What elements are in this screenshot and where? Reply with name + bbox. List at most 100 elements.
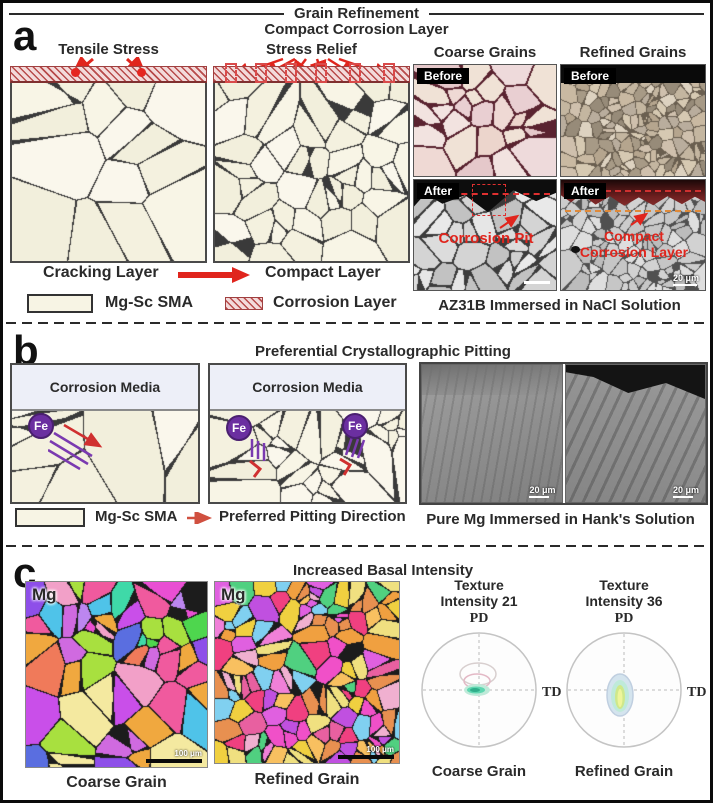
pole-figure-caption: Refined Grain [574,763,674,780]
stress-relief-box [255,63,267,83]
layer-bottom-dashed-line [565,210,701,212]
ebsd-canvas [26,582,207,767]
scale-bar-line [672,284,697,286]
scale-bar-text: 100 μm [366,745,394,754]
grain-canvas-coarse [12,80,205,261]
diagram-cracking-layer [10,66,207,263]
micrograph-after-coarse: Corrosion Pit After [413,179,557,291]
fe-label: Fe [347,419,362,433]
scale-bar [524,281,550,284]
ebsd-caption-coarse: Coarse Grain [66,774,167,791]
sem-shading [422,365,562,396]
micrograph-after-refined: Compact Corrosion Layer 20 μm After [560,179,706,291]
corrosion-media-label: Corrosion Media [252,379,363,395]
corrosion-layer-strip [10,66,207,83]
corrosion-layer-label: Corrosion Layer [273,294,397,311]
panel-a-label: a [13,12,37,59]
pole-figure-refined [566,632,682,748]
stress-relief-box [383,63,395,83]
scale-bar-line [529,496,550,498]
axis-pd-label: PD [469,611,489,626]
surface-dashed-line [565,190,701,192]
pitting-direction-arrow [187,512,212,524]
coarse-grain-drawing [12,80,205,261]
pole-figure-title: Texture [599,577,649,593]
pole-figure-title2: Intensity 36 [585,593,663,609]
pitting-direction-marks [249,439,266,478]
surface-dashed-line [420,193,550,195]
figure-title: Grain Refinement [293,5,420,22]
scale-bar: 20 μm [672,273,699,286]
corrosion-layer-swatch [225,297,263,310]
scale-bar: 20 μm [529,485,556,498]
corrosion-media-label: Corrosion Media [49,379,161,395]
stress-relief-box [315,63,327,83]
fe-label: Fe [231,421,246,435]
mg-sc-sma-label: Mg-Sc SMA [105,294,193,311]
tensile-stress-label: Tensile Stress [58,41,159,58]
dark-particle [571,246,580,253]
map-material-label: Mg [221,585,246,604]
scale-bar: 100 μm [146,749,202,763]
flow-arrow [178,267,250,283]
layer-annotation-arrow [630,212,649,226]
stress-relief-box [349,63,361,83]
cracking-layer-label: Cracking Layer [43,264,159,281]
sem-image-left: 20 μm [421,364,563,503]
scale-bar: 20 μm [672,485,699,498]
axis-td-label: TD [542,685,562,700]
refined-grains-header: Refined Grains [579,44,687,61]
stress-relief-box [225,63,237,83]
scale-bar-line [146,759,202,763]
scale-bar-line [338,755,394,759]
pitting-direction-marks [48,423,103,471]
corrosion-layer-strip [213,66,410,83]
diagram-pitting-coarse: Corrosion Media Fe [10,363,200,504]
scale-bar: 100 μm [338,745,394,759]
fe-particle: Fe [226,415,252,441]
micrograph-before-coarse: Before [413,64,557,177]
pit-outline-dashed [472,184,506,216]
ebsd-canvas [215,582,399,763]
separator-b-c [6,545,707,547]
pole-figure-title2: Intensity 21 [440,593,518,609]
panel-a-caption: AZ31B Immersed in NaCl Solution [438,297,681,314]
scale-bar-line [672,496,693,498]
separator-a-b [6,322,707,324]
axis-td-label: TD [687,685,707,700]
panel-a-subtitle: Compact Corrosion Layer [264,21,449,38]
sem-image-pair: 20 μm 20 μm [419,362,708,505]
panel-b-caption: Pure Mg Immersed in Hank's Solution [426,511,695,528]
panel-b-title: Preferential Crystallographic Pitting [255,343,511,360]
mg-sc-sma-label: Mg-Sc SMA [95,508,178,525]
diagram-compact-layer [213,63,410,263]
after-tag: After [564,183,607,199]
header-rule-right [429,12,704,15]
scale-bar-text: 100 μm [174,749,202,758]
before-tag: Before [417,68,470,84]
ebsd-map-coarse: Mg 100 μm [25,581,208,768]
map-material-label: Mg [32,585,57,604]
after-tag: After [417,183,460,199]
stress-relief-label: Stress Relief [266,41,357,58]
preferred-pitting-direction-label: Preferred Pitting Direction [219,508,406,525]
coarse-grains-header: Coarse Grains [433,44,537,61]
header-rule-left [9,12,284,15]
diagram-pitting-refined: Corrosion Media Fe Fe [208,363,407,504]
stress-relief-box [285,63,297,83]
corrosion-media-band: Corrosion Media [210,365,405,411]
pit-annotation-arrow [499,214,520,229]
sem-dark-region [565,365,705,399]
mg-sc-sma-swatch [27,294,93,313]
fe-particle: Fe [28,413,54,439]
sem-image-right: 20 μm [564,364,706,503]
ebsd-caption-refined: Refined Grain [254,771,360,788]
scale-bar-text: 20 μm [672,273,699,283]
pole-figure-caption: Coarse Grain [431,763,527,780]
micrograph-before-refined: Before [560,64,706,177]
corrosion-pit-annotation: Corrosion Pit [438,230,534,247]
scale-bar-text: 20 μm [529,485,556,495]
before-tag: Before [564,68,617,84]
ebsd-map-refined: Mg 100 μm [214,581,400,764]
fe-label: Fe [33,419,48,433]
